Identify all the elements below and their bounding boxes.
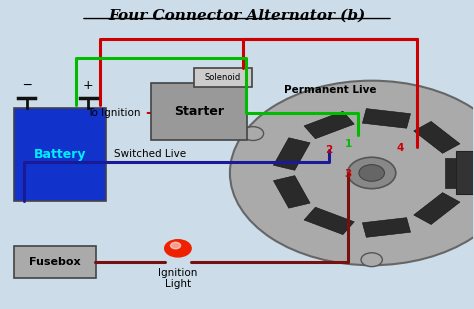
Text: Ignition
Light: Ignition Light xyxy=(158,268,198,289)
FancyBboxPatch shape xyxy=(14,108,106,201)
Text: Switched Live: Switched Live xyxy=(114,149,186,159)
Circle shape xyxy=(347,157,396,189)
Text: Starter: Starter xyxy=(174,105,224,118)
FancyBboxPatch shape xyxy=(14,246,96,278)
Text: Solenoid: Solenoid xyxy=(205,73,241,82)
FancyBboxPatch shape xyxy=(151,83,247,140)
Circle shape xyxy=(171,242,181,249)
Text: Permanent Live: Permanent Live xyxy=(284,85,377,95)
Polygon shape xyxy=(414,121,460,153)
Circle shape xyxy=(242,127,264,141)
Circle shape xyxy=(164,240,191,257)
Polygon shape xyxy=(304,207,354,235)
Polygon shape xyxy=(273,138,310,170)
FancyBboxPatch shape xyxy=(193,68,252,87)
Polygon shape xyxy=(363,109,410,128)
Polygon shape xyxy=(363,218,410,237)
Text: +: + xyxy=(83,79,93,92)
Polygon shape xyxy=(273,176,310,208)
Text: ─: ─ xyxy=(23,79,30,92)
Text: Fusebox: Fusebox xyxy=(29,257,81,267)
Polygon shape xyxy=(446,158,468,188)
Polygon shape xyxy=(304,111,354,139)
Text: 3: 3 xyxy=(345,170,352,180)
Circle shape xyxy=(230,81,474,265)
Text: 1: 1 xyxy=(345,139,352,149)
Text: 4: 4 xyxy=(396,143,404,153)
Circle shape xyxy=(359,165,384,181)
Polygon shape xyxy=(414,193,460,224)
Text: Four Connector Alternator (b): Four Connector Alternator (b) xyxy=(109,8,365,22)
Text: 2: 2 xyxy=(326,145,333,155)
Text: Battery: Battery xyxy=(34,148,86,161)
FancyBboxPatch shape xyxy=(456,151,474,194)
Text: To Ignition: To Ignition xyxy=(87,108,140,118)
Circle shape xyxy=(361,253,383,267)
